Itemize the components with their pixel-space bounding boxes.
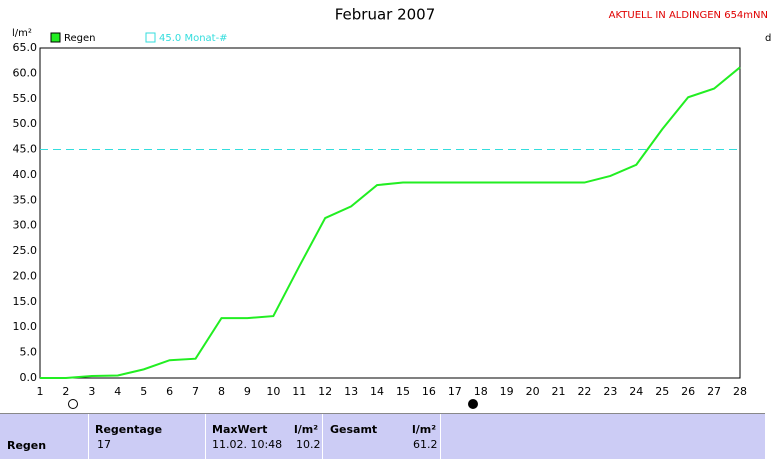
- x-tick-label: 4: [114, 385, 121, 398]
- x-tick-label: 13: [344, 385, 358, 398]
- plot-frame: [39, 47, 741, 379]
- cell: Regentage 17: [89, 414, 206, 459]
- x-tick-label: 18: [474, 385, 488, 398]
- x-tick-label: 11: [292, 385, 306, 398]
- x-tick-label: 7: [192, 385, 199, 398]
- legend-label: 45.0 Monat-#: [159, 33, 228, 44]
- moon-icons: [68, 399, 478, 409]
- y-tick-label: 55.0: [13, 92, 38, 105]
- x-tick-label: 22: [577, 385, 591, 398]
- cell: Gesamt l/m² 61.2: [323, 414, 441, 459]
- legend-label: Regen: [64, 33, 96, 44]
- side-label: d: [765, 33, 771, 44]
- x-tick-label: 25: [655, 385, 669, 398]
- x-tick-label: 6: [166, 385, 173, 398]
- y-tick-label: 15.0: [13, 295, 38, 308]
- value: 61.2: [413, 438, 438, 451]
- x-tick-label: 12: [318, 385, 332, 398]
- header: Regentage: [95, 423, 163, 436]
- x-tick-label: 24: [629, 385, 643, 398]
- x-tick-label: 28: [733, 385, 747, 398]
- x-tick-label: 2: [62, 385, 69, 398]
- y-tick-label: 5.0: [20, 346, 38, 359]
- y-tick-label: 0.0: [20, 371, 38, 384]
- unit: l/m²: [294, 423, 319, 436]
- x-tick-label: 10: [266, 385, 280, 398]
- x-tick-label: 9: [244, 385, 251, 398]
- summary-panel: Regen Regentage 17 MaxWert l/m² 11.02. 1…: [0, 413, 765, 459]
- y-tick-label: 25.0: [13, 244, 38, 257]
- y-tick-label: 20.0: [13, 269, 38, 282]
- x-tick-label: 19: [500, 385, 514, 398]
- x-tick-label: 15: [396, 385, 410, 398]
- x-tick-label: 14: [370, 385, 384, 398]
- value: 17: [97, 438, 111, 451]
- chart: Februar 2007 AKTUELL IN ALDINGEN 654mNN …: [12, 6, 771, 409]
- y-axis-label: l/m²: [12, 28, 32, 39]
- legend-swatch: [50, 32, 61, 43]
- x-tick-label: 16: [422, 385, 436, 398]
- unit: l/m²: [412, 423, 437, 436]
- y-tick-label: 60.0: [13, 66, 38, 79]
- header: Gesamt: [330, 423, 378, 436]
- x-tick-label: 20: [526, 385, 540, 398]
- x-tick-label: 23: [603, 385, 617, 398]
- x-tick-label: 3: [88, 385, 95, 398]
- x-tick-label: 17: [448, 385, 462, 398]
- y-tick-label: 35.0: [13, 193, 38, 206]
- x-tick-label: 1: [37, 385, 44, 398]
- header: MaxWert: [212, 423, 268, 436]
- rain-line: [40, 66, 741, 379]
- x-tick-label: 5: [140, 385, 147, 398]
- y-tick-label: 45.0: [13, 143, 38, 156]
- cell: Regen: [0, 414, 89, 459]
- x-tick-label: 8: [218, 385, 225, 398]
- y-tick-label: 40.0: [13, 168, 38, 181]
- y-tick-label: 65.0: [13, 41, 38, 54]
- time: 11.02. 10:48: [212, 438, 283, 451]
- row-label: Regen: [7, 439, 47, 452]
- x-tick-label: 21: [552, 385, 566, 398]
- chart-title: Februar 2007: [335, 6, 436, 24]
- y-tick-label: 10.0: [13, 320, 38, 333]
- x-tick-label: 27: [707, 385, 721, 398]
- y-tick-label: 30.0: [13, 219, 38, 232]
- cell: MaxWert l/m² 11.02. 10:48 10.2: [206, 414, 323, 459]
- y-tick-label: 50.0: [13, 117, 38, 130]
- value: 10.2: [296, 438, 321, 451]
- legend-swatch: [145, 32, 156, 43]
- x-tick-label: 26: [681, 385, 695, 398]
- station-label: AKTUELL IN ALDINGEN 654mNN: [609, 10, 768, 21]
